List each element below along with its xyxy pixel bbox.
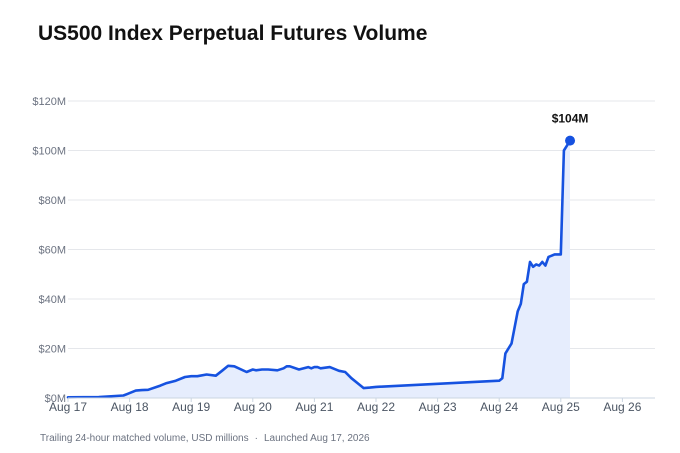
x-tick-label: Aug 25 <box>542 400 580 414</box>
x-tick-label: Aug 18 <box>111 400 149 414</box>
x-tick-label: Aug 17 <box>49 400 87 414</box>
y-tick-label: $120M <box>32 96 66 108</box>
chart-title: US500 Index Perpetual Futures Volume <box>38 22 428 45</box>
volume-line <box>66 139 572 399</box>
x-tick-label: Aug 19 <box>172 400 210 414</box>
y-tick-label: $100M <box>32 146 66 158</box>
y-tick-label: $80M <box>38 195 66 207</box>
y-tick-label: $60M <box>38 245 66 257</box>
x-axis-ticks: Aug 17 Aug 18 Aug 19 Aug 20 Aug 21 Aug 22 Aug … <box>49 398 642 414</box>
footnote-launch-date: Launched Aug 17, 2026 <box>263 433 370 444</box>
x-tick-label: Aug 26 <box>603 400 641 414</box>
x-tick-label: Aug 23 <box>419 400 457 414</box>
footnote-description: Trailing 24-hour matched volume, USD mil… <box>40 433 249 444</box>
y-tick-label: $0M <box>45 393 66 405</box>
y-tick-label: $20M <box>38 344 66 356</box>
x-tick-label: Aug 22 <box>357 400 395 414</box>
endpoint-marker[interactable] <box>565 135 576 146</box>
volume-area <box>68 140 570 398</box>
endpoint-label: $104M <box>552 112 589 126</box>
y-tick-label: $40M <box>38 294 66 306</box>
x-tick-label: Aug 24 <box>480 400 518 414</box>
x-tick-label: Aug 21 <box>295 400 333 414</box>
x-tick-label: Aug 20 <box>234 400 272 414</box>
footnote: Trailing 24-hour matched volume, USD mil… <box>40 433 370 444</box>
y-axis-ticks: $0M $20M $40M $60M $80M $100M $120M <box>32 96 66 405</box>
footnote-separator: · <box>254 433 258 444</box>
